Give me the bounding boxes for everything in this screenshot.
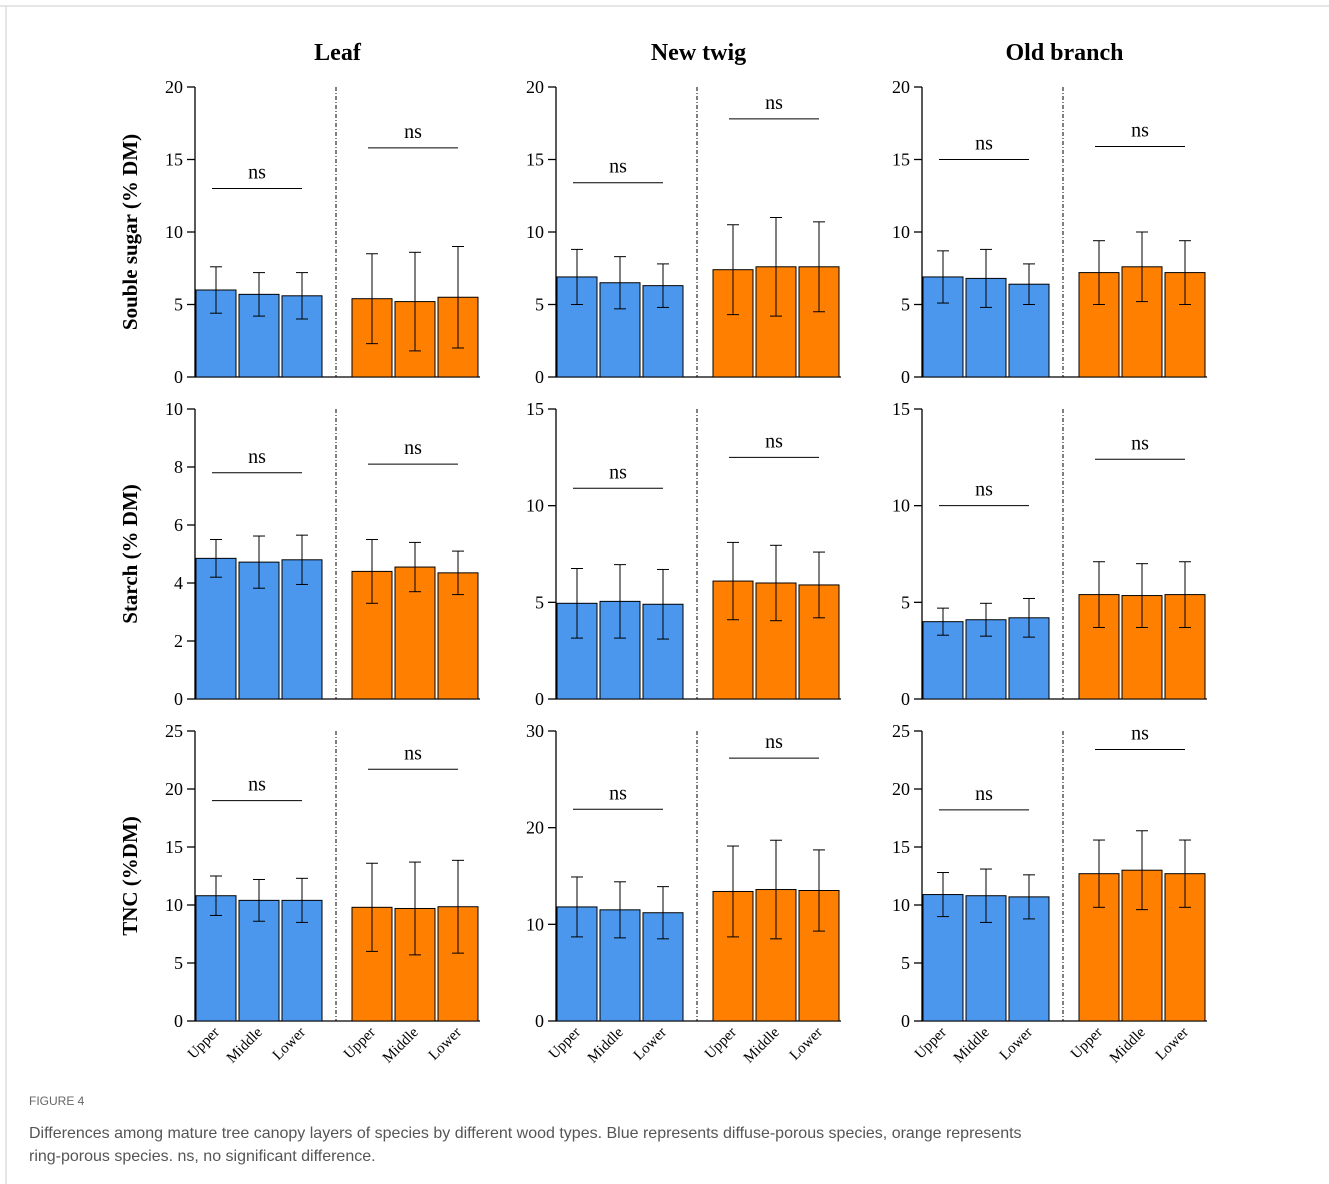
y-tick-label: 5 <box>901 592 910 612</box>
significance-label: ns <box>975 133 993 155</box>
y-tick-label: 25 <box>892 721 910 741</box>
significance-label: ns <box>765 731 783 753</box>
y-tick-label: 0 <box>901 1011 910 1031</box>
y-tick-label: 15 <box>892 399 910 419</box>
x-tick-label: Lower <box>631 1025 670 1064</box>
y-tick-label: 10 <box>526 222 544 242</box>
x-tick-label: Middle <box>224 1024 266 1066</box>
significance-label: ns <box>609 461 627 483</box>
x-tick-label: Middle <box>380 1024 422 1066</box>
figure-label: FIGURE 4 <box>29 1094 85 1108</box>
y-tick-label: 15 <box>892 837 910 857</box>
y-tick-label: 10 <box>892 222 910 242</box>
x-tick-label: Lower <box>1153 1025 1192 1064</box>
y-tick-label: 6 <box>174 515 183 535</box>
significance-label: ns <box>1131 432 1149 454</box>
y-tick-label: 0 <box>174 1011 183 1031</box>
y-axis-label: Souble sugar (% DM) <box>118 134 142 330</box>
y-tick-label: 25 <box>165 721 183 741</box>
significance-label: ns <box>975 479 993 501</box>
y-tick-label: 20 <box>526 77 544 97</box>
column-title: New twig <box>651 40 746 66</box>
significance-label: ns <box>1131 119 1149 141</box>
y-tick-label: 15 <box>892 150 910 170</box>
x-tick-label: Lower <box>270 1025 309 1064</box>
y-tick-label: 20 <box>892 779 910 799</box>
y-tick-label: 15 <box>165 150 183 170</box>
significance-label: ns <box>765 92 783 114</box>
x-tick-label: Upper <box>912 1025 950 1063</box>
x-tick-label: Middle <box>741 1024 783 1066</box>
significance-label: ns <box>609 782 627 804</box>
y-tick-label: 0 <box>901 367 910 387</box>
x-tick-label: Upper <box>1068 1025 1106 1063</box>
x-tick-label: Lower <box>787 1025 826 1064</box>
y-tick-label: 10 <box>165 222 183 242</box>
x-tick-label: Upper <box>341 1025 379 1063</box>
y-tick-label: 0 <box>901 689 910 709</box>
x-tick-label: Lower <box>997 1025 1036 1064</box>
bar <box>1121 266 1163 378</box>
y-tick-label: 5 <box>174 295 183 315</box>
y-tick-label: 10 <box>526 914 544 934</box>
bar <box>195 895 237 1022</box>
significance-label: ns <box>248 446 266 468</box>
significance-label: ns <box>765 430 783 452</box>
column-title: Old branch <box>1005 40 1123 66</box>
y-tick-label: 4 <box>174 573 183 593</box>
y-tick-label: 20 <box>165 779 183 799</box>
significance-label: ns <box>404 437 422 459</box>
y-tick-label: 0 <box>174 367 183 387</box>
figure-caption: Differences among mature tree canopy lay… <box>29 1125 1022 1142</box>
y-tick-label: 20 <box>526 818 544 838</box>
x-tick-label: Upper <box>702 1025 740 1063</box>
significance-label: ns <box>975 783 993 805</box>
x-tick-label: Upper <box>546 1025 584 1063</box>
significance-label: ns <box>248 774 266 796</box>
y-tick-label: 10 <box>526 496 544 516</box>
y-tick-label: 5 <box>535 592 544 612</box>
bar <box>195 557 237 700</box>
significance-label: ns <box>248 162 266 184</box>
y-tick-label: 10 <box>165 399 183 419</box>
y-tick-label: 20 <box>165 77 183 97</box>
significance-label: ns <box>404 742 422 764</box>
y-tick-label: 5 <box>901 953 910 973</box>
y-tick-label: 20 <box>892 77 910 97</box>
x-tick-label: Middle <box>1107 1024 1149 1066</box>
y-tick-label: 0 <box>535 1011 544 1031</box>
y-axis-label: Starch (% DM) <box>118 484 142 624</box>
y-axis-label: TNC (%DM) <box>118 816 142 936</box>
y-tick-label: 10 <box>892 895 910 915</box>
y-tick-label: 8 <box>174 457 183 477</box>
y-tick-label: 2 <box>174 631 183 651</box>
y-tick-label: 5 <box>174 953 183 973</box>
y-tick-label: 15 <box>526 150 544 170</box>
x-tick-label: Lower <box>426 1025 465 1064</box>
y-tick-label: 5 <box>535 295 544 315</box>
y-tick-label: 30 <box>526 721 544 741</box>
significance-label: ns <box>404 121 422 143</box>
y-tick-label: 0 <box>535 689 544 709</box>
x-tick-label: Upper <box>185 1025 223 1063</box>
y-tick-label: 0 <box>174 689 183 709</box>
y-tick-label: 0 <box>535 367 544 387</box>
y-tick-label: 10 <box>165 895 183 915</box>
x-tick-label: Middle <box>585 1024 627 1066</box>
column-title: Leaf <box>314 40 362 66</box>
y-tick-label: 15 <box>526 399 544 419</box>
significance-label: ns <box>609 156 627 178</box>
x-tick-label: Middle <box>951 1024 993 1066</box>
significance-label: ns <box>1131 723 1149 745</box>
figure-caption: ring-porous species. ns, no significant … <box>29 1148 376 1165</box>
y-tick-label: 10 <box>892 496 910 516</box>
y-tick-label: 5 <box>901 295 910 315</box>
y-tick-label: 15 <box>165 837 183 857</box>
